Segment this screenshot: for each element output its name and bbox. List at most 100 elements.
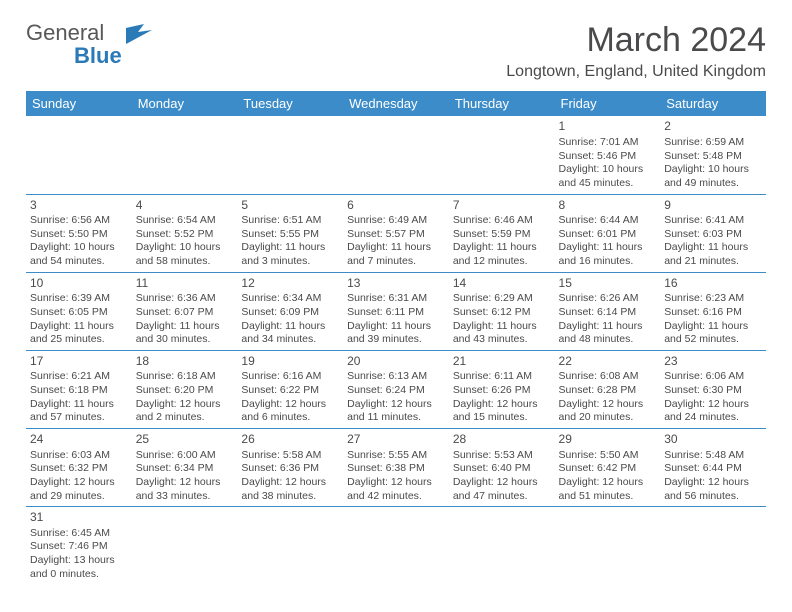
day-sunrise: Sunrise: 6:08 AM xyxy=(559,370,657,384)
calendar-day: 17Sunrise: 6:21 AMSunset: 6:18 PMDayligh… xyxy=(26,350,132,428)
day-day2: and 24 minutes. xyxy=(664,411,762,425)
calendar-empty xyxy=(26,116,132,194)
day-day1: Daylight: 11 hours xyxy=(347,320,445,334)
calendar-day: 9Sunrise: 6:41 AMSunset: 6:03 PMDaylight… xyxy=(660,194,766,272)
flag-icon xyxy=(126,24,152,49)
day-sunrise: Sunrise: 7:01 AM xyxy=(559,136,657,150)
logo-main: General xyxy=(26,20,104,45)
day-day1: Daylight: 12 hours xyxy=(136,476,234,490)
day-number: 20 xyxy=(347,354,445,370)
day-sunrise: Sunrise: 6:45 AM xyxy=(30,527,128,541)
header: General Blue March 2024 Longtown, Englan… xyxy=(26,22,766,81)
day-header: Saturday xyxy=(660,91,766,116)
day-day2: and 0 minutes. xyxy=(30,568,128,582)
day-day2: and 43 minutes. xyxy=(453,333,551,347)
day-sunset: Sunset: 6:30 PM xyxy=(664,384,762,398)
day-sunset: Sunset: 6:34 PM xyxy=(136,462,234,476)
location: Longtown, England, United Kingdom xyxy=(506,63,766,81)
day-day1: Daylight: 12 hours xyxy=(136,398,234,412)
day-sunrise: Sunrise: 6:34 AM xyxy=(241,292,339,306)
calendar-table: SundayMondayTuesdayWednesdayThursdayFrid… xyxy=(26,91,766,584)
day-day2: and 57 minutes. xyxy=(30,411,128,425)
day-header: Sunday xyxy=(26,91,132,116)
day-header: Thursday xyxy=(449,91,555,116)
calendar-empty xyxy=(449,116,555,194)
calendar-week: 31Sunrise: 6:45 AMSunset: 7:46 PMDayligh… xyxy=(26,507,766,585)
day-day2: and 30 minutes. xyxy=(136,333,234,347)
calendar-day: 10Sunrise: 6:39 AMSunset: 6:05 PMDayligh… xyxy=(26,272,132,350)
day-day1: Daylight: 10 hours xyxy=(136,241,234,255)
day-day1: Daylight: 12 hours xyxy=(241,476,339,490)
day-sunrise: Sunrise: 6:06 AM xyxy=(664,370,762,384)
day-number: 12 xyxy=(241,276,339,292)
calendar-empty xyxy=(237,116,343,194)
day-sunrise: Sunrise: 6:23 AM xyxy=(664,292,762,306)
day-sunset: Sunset: 6:26 PM xyxy=(453,384,551,398)
day-sunset: Sunset: 5:57 PM xyxy=(347,228,445,242)
day-sunset: Sunset: 6:24 PM xyxy=(347,384,445,398)
calendar-day: 30Sunrise: 5:48 AMSunset: 6:44 PMDayligh… xyxy=(660,429,766,507)
calendar-day: 4Sunrise: 6:54 AMSunset: 5:52 PMDaylight… xyxy=(132,194,238,272)
day-number: 4 xyxy=(136,198,234,214)
day-sunrise: Sunrise: 5:55 AM xyxy=(347,449,445,463)
day-number: 11 xyxy=(136,276,234,292)
calendar-empty xyxy=(660,507,766,585)
day-day2: and 34 minutes. xyxy=(241,333,339,347)
day-sunrise: Sunrise: 6:44 AM xyxy=(559,214,657,228)
day-day2: and 6 minutes. xyxy=(241,411,339,425)
day-day1: Daylight: 12 hours xyxy=(664,476,762,490)
calendar-week: 3Sunrise: 6:56 AMSunset: 5:50 PMDaylight… xyxy=(26,194,766,272)
day-sunrise: Sunrise: 6:21 AM xyxy=(30,370,128,384)
day-sunrise: Sunrise: 5:58 AM xyxy=(241,449,339,463)
calendar-day: 18Sunrise: 6:18 AMSunset: 6:20 PMDayligh… xyxy=(132,350,238,428)
day-sunrise: Sunrise: 6:49 AM xyxy=(347,214,445,228)
day-day2: and 49 minutes. xyxy=(664,177,762,191)
day-day1: Daylight: 12 hours xyxy=(453,398,551,412)
day-sunset: Sunset: 6:42 PM xyxy=(559,462,657,476)
day-day2: and 51 minutes. xyxy=(559,490,657,504)
day-day1: Daylight: 11 hours xyxy=(241,241,339,255)
calendar-day: 1Sunrise: 7:01 AMSunset: 5:46 PMDaylight… xyxy=(555,116,661,194)
day-sunrise: Sunrise: 6:59 AM xyxy=(664,136,762,150)
logo-accent: Blue xyxy=(26,43,122,68)
calendar-day: 14Sunrise: 6:29 AMSunset: 6:12 PMDayligh… xyxy=(449,272,555,350)
calendar-week: 17Sunrise: 6:21 AMSunset: 6:18 PMDayligh… xyxy=(26,350,766,428)
day-sunset: Sunset: 6:40 PM xyxy=(453,462,551,476)
day-number: 29 xyxy=(559,432,657,448)
day-day1: Daylight: 12 hours xyxy=(453,476,551,490)
calendar-day: 22Sunrise: 6:08 AMSunset: 6:28 PMDayligh… xyxy=(555,350,661,428)
day-number: 1 xyxy=(559,119,657,135)
day-number: 15 xyxy=(559,276,657,292)
day-number: 5 xyxy=(241,198,339,214)
day-day2: and 54 minutes. xyxy=(30,255,128,269)
day-sunrise: Sunrise: 5:50 AM xyxy=(559,449,657,463)
calendar-day: 16Sunrise: 6:23 AMSunset: 6:16 PMDayligh… xyxy=(660,272,766,350)
calendar-empty xyxy=(237,507,343,585)
calendar-empty xyxy=(132,507,238,585)
calendar-day: 28Sunrise: 5:53 AMSunset: 6:40 PMDayligh… xyxy=(449,429,555,507)
day-sunrise: Sunrise: 6:51 AM xyxy=(241,214,339,228)
day-sunset: Sunset: 5:52 PM xyxy=(136,228,234,242)
day-sunrise: Sunrise: 6:29 AM xyxy=(453,292,551,306)
day-day1: Daylight: 12 hours xyxy=(241,398,339,412)
calendar-day: 11Sunrise: 6:36 AMSunset: 6:07 PMDayligh… xyxy=(132,272,238,350)
calendar-day: 23Sunrise: 6:06 AMSunset: 6:30 PMDayligh… xyxy=(660,350,766,428)
day-day2: and 33 minutes. xyxy=(136,490,234,504)
day-sunset: Sunset: 5:59 PM xyxy=(453,228,551,242)
calendar-day: 7Sunrise: 6:46 AMSunset: 5:59 PMDaylight… xyxy=(449,194,555,272)
day-number: 6 xyxy=(347,198,445,214)
day-sunrise: Sunrise: 6:46 AM xyxy=(453,214,551,228)
calendar-day: 27Sunrise: 5:55 AMSunset: 6:38 PMDayligh… xyxy=(343,429,449,507)
day-day1: Daylight: 10 hours xyxy=(664,163,762,177)
day-sunset: Sunset: 6:20 PM xyxy=(136,384,234,398)
title-block: March 2024 Longtown, England, United Kin… xyxy=(506,22,766,81)
day-sunrise: Sunrise: 6:11 AM xyxy=(453,370,551,384)
day-sunset: Sunset: 6:01 PM xyxy=(559,228,657,242)
calendar-week: 1Sunrise: 7:01 AMSunset: 5:46 PMDaylight… xyxy=(26,116,766,194)
day-sunrise: Sunrise: 6:36 AM xyxy=(136,292,234,306)
day-day2: and 12 minutes. xyxy=(453,255,551,269)
day-sunset: Sunset: 6:38 PM xyxy=(347,462,445,476)
day-day2: and 21 minutes. xyxy=(664,255,762,269)
day-number: 10 xyxy=(30,276,128,292)
day-day2: and 20 minutes. xyxy=(559,411,657,425)
